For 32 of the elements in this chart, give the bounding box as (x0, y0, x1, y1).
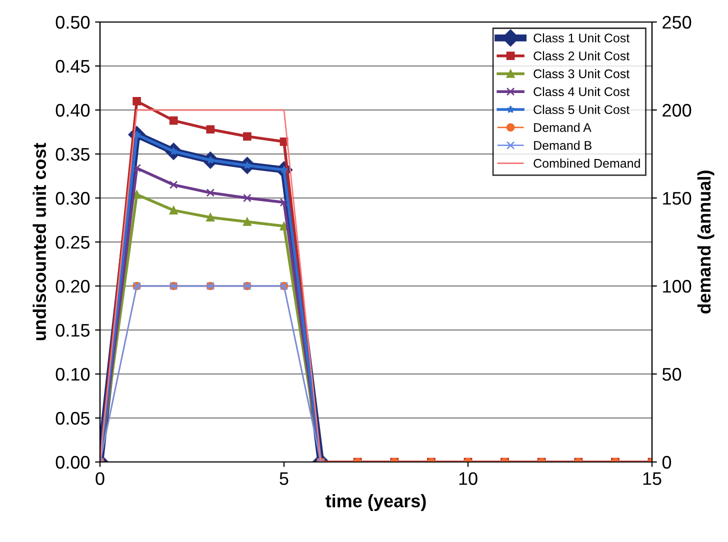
legend-label: Class 4 Unit Cost (534, 86, 630, 96)
legend-label: Class 2 Unit Cost (534, 51, 630, 60)
legend-label: Combined Demand (534, 158, 640, 168)
y-tick-label: 0.00 (56, 456, 90, 469)
y2-tick-label: 200 (662, 104, 692, 117)
legend-label: Class 1 Unit Cost (534, 33, 630, 42)
y2-tick-label: 100 (663, 280, 692, 293)
legend-label: Demand A (534, 122, 592, 132)
y-tick-label: 0.50 (56, 16, 90, 29)
y-tick-label: 0.45 (56, 60, 90, 73)
y-tick-label: 0.35 (56, 148, 90, 161)
y-tick-label: 0.40 (56, 104, 90, 117)
y-tick-label: 0.20 (56, 280, 90, 293)
y2-tick-label: 150 (663, 192, 692, 205)
x-axis-title: time (years) (326, 494, 426, 511)
y2-tick-label: 250 (662, 16, 692, 29)
y-tick-label: 0.10 (56, 368, 90, 381)
y2-tick-label: 50 (662, 368, 682, 381)
y-tick-label: 0.25 (56, 236, 90, 249)
y-tick-label: 0.15 (56, 324, 90, 337)
y-tick-label: 0.05 (56, 412, 90, 425)
y-axis-title: undiscounted unit cost (32, 142, 46, 340)
x-tick-label: 10 (459, 472, 478, 485)
x-tick-label: 5 (280, 472, 288, 485)
legend-label: Class 3 Unit Cost (534, 69, 630, 78)
y2-tick-label: 0 (662, 456, 672, 469)
x-tick-label: 15 (643, 472, 662, 485)
y2-axis-title: demand (annual) (697, 170, 714, 314)
legend-label: Class 5 Unit Cost (534, 104, 630, 114)
x-tick-label: 0 (96, 472, 104, 485)
y-tick-label: 0.30 (56, 192, 90, 205)
legend-label: Demand B (534, 140, 592, 150)
